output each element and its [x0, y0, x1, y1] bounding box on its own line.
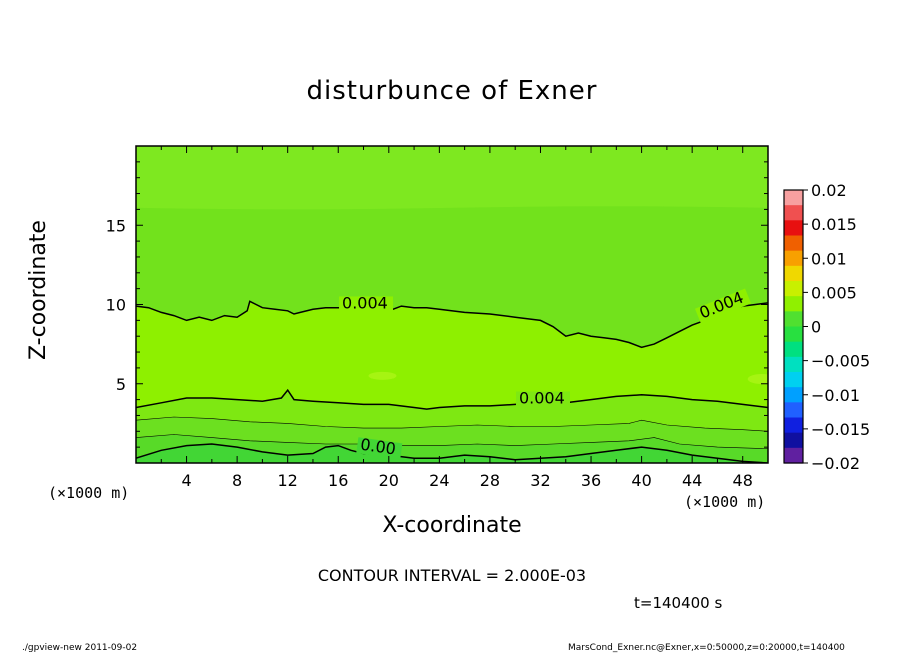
footer-left: ./gpview-new 2011-09-02 — [22, 643, 138, 653]
y-tick-label: 15 — [106, 216, 126, 235]
chart-title: disturbunce of Exner — [306, 76, 598, 106]
colorbar-swatch — [784, 250, 803, 267]
x-tick-label: 40 — [631, 471, 651, 490]
x-tick-label: 28 — [480, 471, 500, 490]
contour-line-3 — [136, 434, 768, 449]
colorbar-swatch — [784, 402, 803, 419]
x-axis-label: X-coordinate — [382, 513, 522, 538]
contour-lines — [136, 300, 768, 463]
colorbar-swatch — [784, 190, 803, 206]
colorbar-tick-label: −0.01 — [811, 386, 860, 405]
colorbar-tick-label: 0.02 — [811, 181, 847, 200]
colorbar: 0.02 0.015 0.01 0.005 0 −0.005 −0.01 −0.015 −0.0… — [783, 181, 870, 473]
colorbar-swatch — [784, 417, 803, 434]
colorbar-swatch — [784, 432, 803, 449]
contour-label-text: 0.00 — [359, 435, 397, 459]
colorbar-swatch — [784, 326, 803, 343]
colorbar-swatch — [784, 265, 803, 282]
colorbar-tick-label: −0.005 — [811, 352, 870, 371]
x-tick-label: 20 — [379, 471, 399, 490]
colorbar-tick-label: 0.005 — [811, 283, 857, 302]
contour-line-upper — [136, 300, 768, 349]
colorbar-swatch — [784, 281, 803, 297]
contour-label-bg — [694, 288, 752, 324]
x-tick-label: 16 — [328, 471, 348, 490]
x-tick-label: 32 — [530, 471, 550, 490]
contour-label-bg — [356, 437, 403, 460]
y-tick-label: 10 — [106, 296, 126, 315]
x-tick-label: 12 — [278, 471, 298, 490]
fill-blob-2 — [747, 373, 768, 384]
contour-label-bg — [515, 391, 570, 408]
x-tick-label: 24 — [429, 471, 449, 490]
time-label: t=140400 s — [634, 594, 723, 612]
colorbar-swatch — [784, 387, 803, 403]
contour-label-bg — [339, 296, 394, 313]
contour-label-text: 0.004 — [342, 293, 388, 312]
colorbar-swatch — [784, 372, 803, 388]
contour-line-2 — [136, 416, 768, 432]
colorbar-tick-label: 0.015 — [811, 215, 857, 234]
x-tick-label: 44 — [682, 471, 702, 490]
colorbar-swatch — [784, 296, 803, 312]
colorbar-tick-label: −0.02 — [811, 454, 860, 473]
contour-interval: CONTOUR INTERVAL = 2.000E-03 — [317, 566, 587, 585]
colorbar-swatch — [784, 356, 803, 373]
fill-blob-1 — [368, 371, 397, 380]
x-tick-label: 8 — [232, 471, 242, 490]
colorbar-swatch — [784, 220, 803, 237]
contour-label-4: 0.00 — [356, 435, 403, 460]
colorbar-tick-label: −0.015 — [811, 420, 870, 439]
contour-line-1 — [136, 388, 768, 410]
contour-label-1: 0.004 — [339, 293, 394, 313]
x-unit-right: (×1000 m) — [684, 493, 766, 511]
colorbar-swatch — [784, 235, 803, 252]
y-tick-label: 5 — [116, 375, 126, 394]
x-tick-label: 36 — [581, 471, 601, 490]
colorbar-swatch — [784, 311, 803, 328]
footer-right: MarsCond_Exner.nc@Exner,x=0:50000,z=0:20… — [568, 643, 845, 653]
y-axis-label: Z-coordinate — [26, 220, 51, 360]
x-tick-label: 48 — [733, 471, 753, 490]
x-unit-left: (×1000 m) — [48, 484, 130, 502]
colorbar-tick-label: 0 — [811, 318, 821, 337]
x-tick-label: 4 — [181, 471, 191, 490]
colorbar-swatch — [784, 341, 803, 358]
colorbar-swatch — [784, 447, 803, 464]
contour-label-text: 0.004 — [519, 389, 565, 408]
contour-label-3: 0.004 — [515, 389, 570, 408]
contour-line-4 — [136, 443, 768, 463]
colorbar-swatch — [784, 205, 803, 221]
fill-bottom — [136, 444, 768, 463]
colorbar-tick-label: 0.01 — [811, 249, 847, 268]
contour-fills — [136, 146, 768, 463]
